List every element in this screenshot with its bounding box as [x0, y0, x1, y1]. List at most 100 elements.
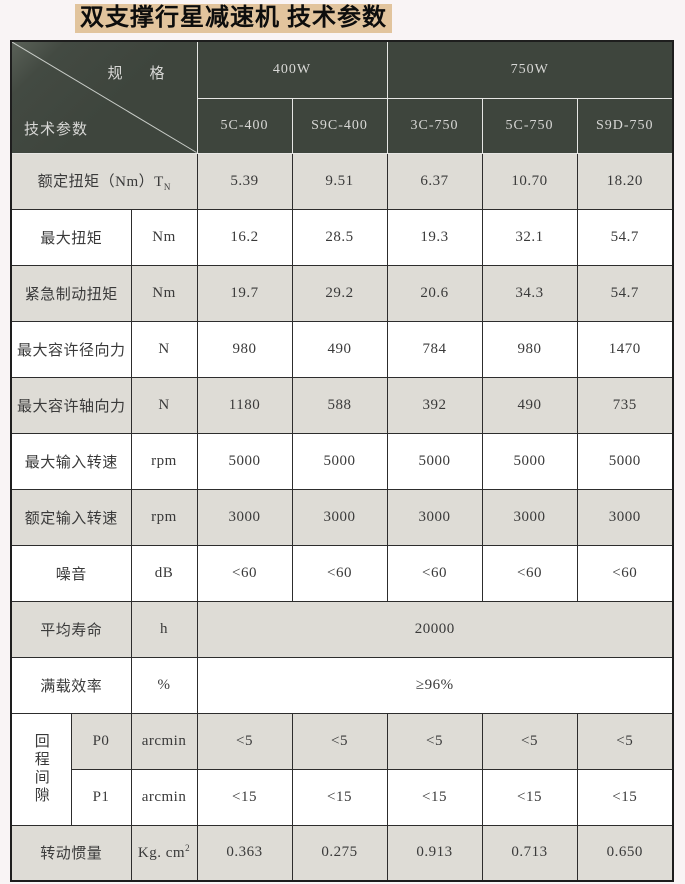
table-row: P1 arcmin <15 <15 <15 <15 <15: [11, 768, 674, 826]
header-model: 3C-750: [386, 97, 483, 154]
value-cell: <60: [291, 544, 388, 602]
unit-cell: N: [130, 376, 198, 434]
unit-text: Kg. cm: [137, 845, 186, 862]
value-cell: 5000: [291, 432, 388, 490]
header-model: 5C-400: [196, 97, 293, 154]
unit-cell: arcmin: [130, 768, 198, 826]
row-label-text: 额定扭矩（Nm）T: [37, 174, 164, 190]
value-cell: 32.1: [481, 208, 578, 266]
value-cell: 10.70: [481, 152, 578, 210]
row-label: P1: [70, 768, 132, 826]
row-label: 平均寿命: [10, 600, 132, 658]
value-cell: <15: [196, 768, 293, 826]
row-label: 紧急制动扭矩: [10, 264, 132, 322]
header-model: S9D-750: [576, 97, 674, 154]
value-cell: 5000: [196, 432, 293, 490]
value-cell: 34.3: [481, 264, 578, 322]
value-cell: <60: [481, 544, 578, 602]
table-row: 最大容许径向力 N 980 490 784 980 1470: [10, 320, 674, 378]
unit-cell: rpm: [130, 432, 198, 490]
table-row: 最大容许轴向力 N 1180 588 392 490 735: [10, 376, 674, 434]
title-bar: 双支撑行星减速机 技术参数: [75, 4, 392, 33]
value-cell: <5: [291, 712, 388, 770]
value-cell: 16.2: [196, 208, 293, 266]
header-model: 5C-750: [481, 97, 578, 154]
value-cell: 392: [386, 376, 483, 434]
value-cell: <15: [386, 768, 483, 826]
value-cell: 29.2: [291, 264, 388, 322]
value-cell: 19.7: [196, 264, 293, 322]
value-cell: 735: [576, 376, 674, 434]
header-corner-cell: 规 格 技术参数: [11, 41, 198, 154]
value-cell: 9.51: [291, 152, 388, 210]
header-group-750w: 750W: [386, 40, 674, 99]
unit-cell: arcmin: [130, 712, 198, 770]
unit-cell: Nm: [130, 208, 198, 266]
table-row: 最大扭矩 Nm 16.2 28.5 19.3 32.1 54.7: [10, 208, 674, 266]
value-cell: 0.713: [481, 824, 578, 882]
row-label: 额定扭矩（Nm）TN: [10, 152, 198, 210]
table-row: 转动惯量 Kg. cm2 0.363 0.275 0.913 0.713 0.6…: [10, 824, 674, 882]
value-cell: <5: [196, 712, 293, 770]
value-cell: 54.7: [576, 208, 674, 266]
row-label: 最大容许径向力: [10, 320, 132, 378]
row-label: 转动惯量: [10, 824, 132, 882]
param-axis-label: 技术参数: [24, 121, 89, 138]
value-cell: 0.363: [196, 824, 293, 882]
row-label: 额定输入转速: [10, 488, 132, 546]
header-group-400w: 400W: [196, 40, 388, 99]
spec-axis-label: 规 格: [107, 66, 171, 82]
value-cell: 490: [291, 320, 388, 378]
value-cell: 0.275: [291, 824, 388, 882]
value-cell: 6.37: [386, 152, 483, 210]
value-cell: <60: [576, 544, 674, 602]
value-cell: 5000: [576, 432, 674, 490]
unit-cell: rpm: [130, 488, 198, 546]
unit-cell: h: [130, 600, 198, 658]
table-row: 额定扭矩（Nm）TN 5.39 9.51 6.37 10.70 18.20: [10, 152, 674, 210]
value-cell-span: ≥96%: [196, 656, 674, 714]
value-cell: <15: [576, 768, 674, 826]
unit-cell: dB: [130, 544, 198, 602]
unit-cell: %: [130, 656, 198, 714]
value-cell: 5.39: [196, 152, 293, 210]
table-row: 噪音 dB <60 <60 <60 <60 <60: [10, 544, 674, 602]
row-group-label-backlash: 回程间隙: [10, 712, 72, 826]
value-cell: 1180: [196, 376, 293, 434]
table-row: 平均寿命 h 20000: [10, 600, 674, 658]
value-cell: <15: [481, 768, 578, 826]
value-cell: 28.5: [291, 208, 388, 266]
value-cell: 20.6: [386, 264, 483, 322]
value-cell: 0.650: [576, 824, 674, 882]
value-cell: <60: [386, 544, 483, 602]
value-cell: 980: [481, 320, 578, 378]
table-row: 额定输入转速 rpm 3000 3000 3000 3000 3000: [10, 488, 674, 546]
header-model: S9C-400: [291, 97, 388, 154]
header-row-groups: 规 格 技术参数 400W 750W: [11, 40, 674, 154]
unit-cell: N: [130, 320, 198, 378]
value-cell: 980: [196, 320, 293, 378]
value-cell: 1470: [576, 320, 674, 378]
row-label: 最大扭矩: [10, 208, 132, 266]
value-cell: 3000: [576, 488, 674, 546]
value-cell: 784: [386, 320, 483, 378]
value-cell: 54.7: [576, 264, 674, 322]
value-cell: 588: [291, 376, 388, 434]
value-cell: 490: [481, 376, 578, 434]
value-cell: 3000: [481, 488, 578, 546]
row-label-subscript: N: [163, 182, 171, 192]
value-cell: 3000: [196, 488, 293, 546]
value-cell: 0.913: [386, 824, 483, 882]
value-cell: <60: [196, 544, 293, 602]
diagonal-line: [12, 42, 197, 153]
spec-table: 规 格 技术参数 400W 750W 5C-400 S9C-400 3C-750…: [10, 40, 675, 882]
row-label: 最大容许轴向力: [10, 376, 132, 434]
value-cell-span: 20000: [196, 600, 674, 658]
table-row: 紧急制动扭矩 Nm 19.7 29.2 20.6 34.3 54.7: [10, 264, 674, 322]
value-cell: <5: [481, 712, 578, 770]
value-cell: <5: [576, 712, 674, 770]
value-cell: 5000: [386, 432, 483, 490]
unit-cell: Nm: [130, 264, 198, 322]
unit-superscript: 2: [185, 843, 191, 854]
